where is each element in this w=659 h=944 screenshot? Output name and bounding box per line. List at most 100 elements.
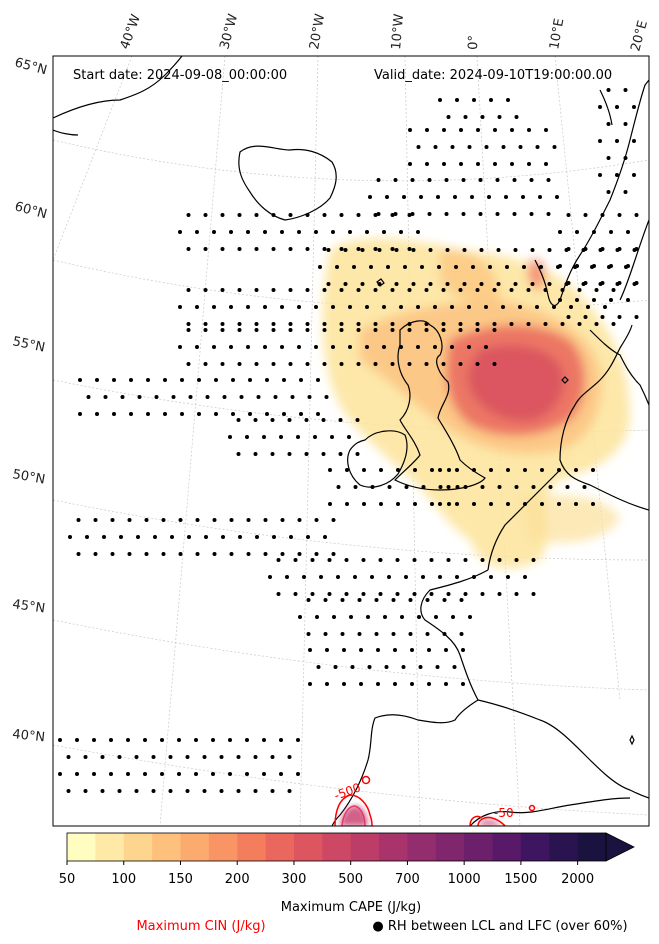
rh-dot [514, 115, 519, 119]
rh-dot [144, 518, 149, 522]
rh-dot [265, 412, 269, 416]
rh-dot [254, 288, 259, 292]
rh-dot [304, 418, 309, 422]
rh-dot [429, 592, 434, 596]
rh-dot [365, 230, 369, 234]
rh-dot [168, 789, 173, 793]
rh-dot [180, 412, 184, 416]
rh-dot [373, 288, 378, 292]
rh-dot [236, 452, 241, 456]
rh-dot [357, 632, 362, 636]
rh-dot [263, 552, 268, 556]
rh-dot [265, 378, 269, 382]
rh-dot [68, 535, 72, 539]
rh-dot [583, 315, 588, 319]
rh-dot [298, 615, 302, 619]
rh-dot [253, 418, 258, 422]
rh-dot [455, 468, 459, 472]
rh-dot [248, 412, 252, 416]
rh-dot [527, 128, 531, 132]
rh-dot [497, 115, 502, 119]
rh-dot [408, 598, 413, 602]
rh-dot [416, 230, 420, 234]
rh-dot [214, 412, 218, 416]
rh-dot [472, 502, 476, 506]
colorbar-cells [67, 833, 607, 861]
rh-dot [497, 592, 502, 596]
rh-dot [256, 395, 261, 399]
rh-dot [592, 298, 596, 302]
rh-dot [501, 145, 506, 149]
rh-dot [95, 378, 99, 382]
rh-dot [315, 615, 319, 619]
rh-dot [487, 195, 491, 199]
colorbar-cell [464, 833, 494, 861]
rh-dot [478, 212, 483, 216]
rh-dot [178, 518, 183, 522]
rh-dot [185, 789, 190, 793]
rh-dot [379, 468, 383, 472]
rh-dot [78, 412, 82, 416]
colorbar-cell [577, 833, 607, 861]
rh-dot [276, 558, 281, 562]
rh-dot [506, 502, 510, 506]
colorbar-title: Maximum CAPE (J/kg) [281, 900, 421, 915]
rh-dot [163, 378, 167, 382]
rh-dot [321, 452, 326, 456]
rh-dot [501, 305, 505, 309]
rh-dot [489, 575, 493, 579]
rh-dot [270, 418, 275, 422]
rh-dot [345, 468, 349, 472]
rh-dot [489, 468, 493, 472]
rh-dot [328, 502, 332, 506]
rh-dot [336, 575, 340, 579]
rh-dot [557, 468, 561, 472]
rh-dot [526, 322, 531, 326]
colorbar-cell [180, 833, 210, 861]
rh-dot [146, 378, 150, 382]
rh-dot [330, 435, 334, 439]
colorbar-tick-label: 2000 [561, 872, 594, 887]
rh-dot [110, 552, 115, 556]
rh-dot [237, 213, 242, 217]
rh-dot [254, 247, 259, 251]
rh-dot [428, 282, 433, 286]
rh-dot [304, 452, 309, 456]
map-border [52, 55, 650, 827]
rh-dot [548, 485, 553, 489]
rh-dot [531, 558, 536, 562]
rh-dot [178, 305, 182, 309]
rh-dot [237, 288, 242, 292]
rh-dot [558, 264, 562, 268]
rh-dot [441, 362, 446, 366]
rh-dot [512, 178, 517, 182]
rh-dot [316, 412, 320, 416]
rh-dot [297, 518, 302, 522]
rh-dot [480, 485, 485, 489]
rh-dot [305, 328, 310, 332]
rh-dot [591, 502, 595, 506]
rh-dot [293, 592, 298, 596]
rh-dot [594, 322, 599, 326]
rh-dot [326, 282, 331, 286]
colorbar-tick-label: 500 [338, 872, 363, 887]
rh-dot [510, 162, 514, 166]
rh-dot [606, 190, 611, 194]
rh-dot [212, 230, 216, 234]
rh-dot [271, 322, 276, 326]
rh-dot [85, 535, 89, 539]
rh-dot [211, 772, 215, 776]
rh-dot [238, 535, 242, 539]
rh-dot [110, 518, 115, 522]
rh-dot [203, 288, 208, 292]
rh-dot [347, 435, 351, 439]
rh-dot [263, 518, 268, 522]
rh-dot [331, 552, 336, 556]
rh-dot [322, 213, 327, 217]
rh-dot [441, 328, 446, 332]
rh-dot [476, 128, 480, 132]
rh-dot [450, 305, 454, 309]
rh-dot [514, 558, 519, 562]
rh-dot [497, 558, 502, 562]
rh-dot [205, 395, 210, 399]
